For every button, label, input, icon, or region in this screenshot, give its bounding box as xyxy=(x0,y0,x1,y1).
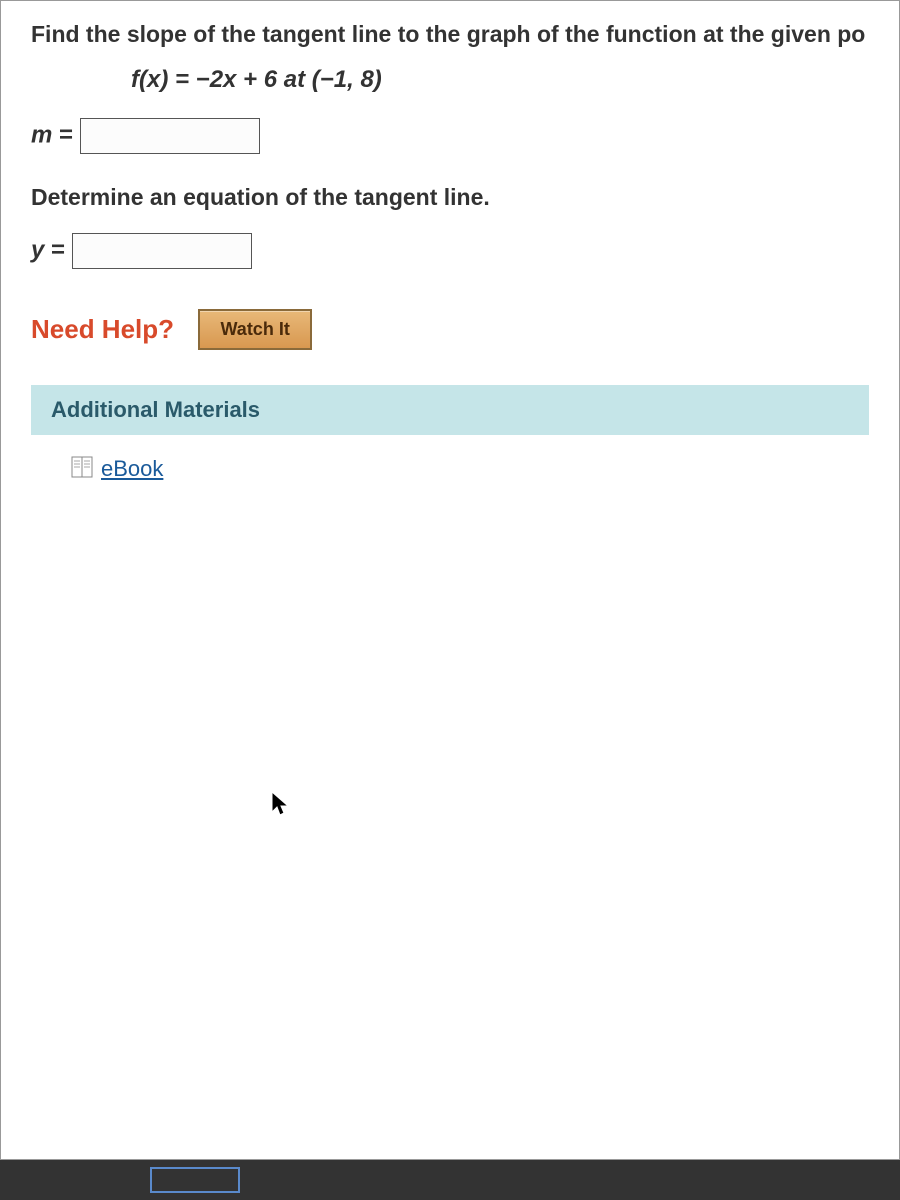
equals-1: = xyxy=(52,121,79,148)
ebook-icon xyxy=(71,455,93,485)
equation-input-row: y = xyxy=(31,233,869,269)
function-definition: f(x) = −2x + 6 at (−1, 8) xyxy=(131,66,869,94)
need-help-row: Need Help? Watch It xyxy=(31,309,869,350)
bottom-button[interactable] xyxy=(150,1167,240,1193)
bottom-bar xyxy=(0,1160,900,1200)
equals-2: = xyxy=(44,236,71,263)
problem-instruction-1: Find the slope of the tangent line to th… xyxy=(31,21,869,48)
equation-input[interactable] xyxy=(72,233,252,269)
materials-list: eBook xyxy=(31,455,869,485)
question-panel: Find the slope of the tangent line to th… xyxy=(0,0,900,1160)
ebook-label: eBook xyxy=(101,456,163,481)
watch-it-button[interactable]: Watch It xyxy=(198,309,311,350)
ebook-link[interactable]: eBook xyxy=(71,455,163,485)
additional-materials-header[interactable]: Additional Materials xyxy=(31,385,869,435)
slope-input-row: m = xyxy=(31,118,869,154)
problem-instruction-2: Determine an equation of the tangent lin… xyxy=(31,184,869,211)
y-label: y xyxy=(31,236,44,263)
slope-input[interactable] xyxy=(80,118,260,154)
need-help-label: Need Help? xyxy=(31,314,174,345)
m-label: m xyxy=(31,121,52,148)
